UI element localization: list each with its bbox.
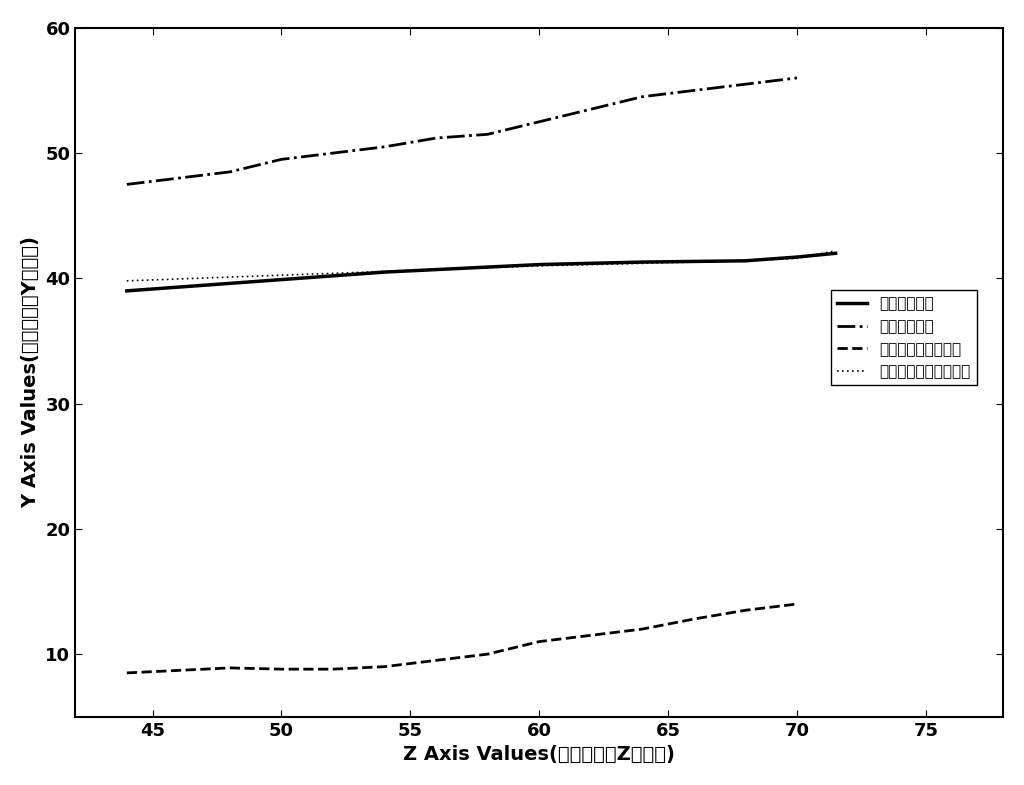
子午弧矢聚焦位置差	[327, 664, 339, 674]
弧矢聚焦位置	[481, 130, 494, 139]
子午聚焦位置	[379, 268, 391, 277]
子午聚焦位置拟合曲线	[379, 267, 391, 276]
子午聚焦位置拟合曲线	[636, 258, 648, 268]
Line: 子午聚焦位置: 子午聚焦位置	[127, 254, 836, 291]
子午聚焦位置	[224, 279, 237, 288]
子午聚焦位置拟合曲线	[739, 256, 752, 265]
子午弧矢聚焦位置差	[481, 649, 494, 659]
子午聚焦位置	[829, 249, 842, 258]
子午聚焦位置拟合曲线	[121, 276, 133, 286]
子午弧矢聚焦位置差	[172, 666, 184, 675]
子午聚焦位置	[481, 262, 494, 272]
子午聚焦位置拟合曲线	[172, 274, 184, 283]
子午弧矢聚焦位置差	[791, 599, 803, 608]
弧矢聚焦位置	[688, 86, 700, 95]
Line: 弧矢聚焦位置: 弧矢聚焦位置	[127, 78, 797, 184]
弧矢聚焦位置	[379, 142, 391, 152]
子午弧矢聚焦位置差	[534, 637, 546, 646]
Line: 子午聚焦位置拟合曲线: 子午聚焦位置拟合曲线	[127, 250, 836, 281]
子午弧矢聚焦位置差	[121, 668, 133, 677]
Legend: 子午聚焦位置, 弧矢聚焦位置, 子午弧矢聚焦位置差, 子午聚焦位置拟合曲线: 子午聚焦位置, 弧矢聚焦位置, 子午弧矢聚焦位置差, 子午聚焦位置拟合曲线	[830, 290, 977, 385]
子午聚焦位置	[585, 258, 597, 268]
子午聚焦位置	[791, 252, 803, 261]
子午弧矢聚焦位置差	[275, 664, 288, 674]
子午聚焦位置拟合曲线	[481, 263, 494, 272]
弧矢聚焦位置	[534, 117, 546, 126]
子午聚焦位置拟合曲线	[688, 257, 700, 267]
子午聚焦位置拟合曲线	[791, 254, 803, 263]
弧矢聚焦位置	[275, 155, 288, 164]
子午聚焦位置	[275, 275, 288, 284]
弧矢聚焦位置	[172, 173, 184, 183]
子午弧矢聚焦位置差	[636, 624, 648, 633]
子午聚焦位置拟合曲线	[585, 260, 597, 269]
子午聚焦位置拟合曲线	[430, 265, 442, 274]
X-axis label: Z Axis Values(聚焦位置的Z坐标値): Z Axis Values(聚焦位置的Z坐标値)	[403, 745, 675, 764]
子午聚焦位置拟合曲线	[534, 261, 546, 271]
子午聚焦位置拟合曲线	[275, 271, 288, 280]
子午弧矢聚焦位置差	[688, 615, 700, 624]
Y-axis label: Y Axis Values(聚焦位置的Y坐标値): Y Axis Values(聚焦位置的Y坐标値)	[20, 236, 40, 508]
子午聚焦位置	[430, 265, 442, 274]
子午聚焦位置	[636, 257, 648, 267]
子午聚焦位置	[327, 271, 339, 280]
子午聚焦位置拟合曲线	[829, 246, 842, 255]
弧矢聚焦位置	[430, 133, 442, 143]
子午聚焦位置	[534, 260, 546, 269]
子午聚焦位置	[739, 256, 752, 265]
Line: 子午弧矢聚焦位置差: 子午弧矢聚焦位置差	[127, 604, 797, 673]
弧矢聚焦位置	[585, 104, 597, 114]
子午聚焦位置拟合曲线	[327, 268, 339, 278]
子午聚焦位置	[121, 287, 133, 296]
弧矢聚焦位置	[121, 180, 133, 189]
子午弧矢聚焦位置差	[739, 605, 752, 615]
弧矢聚焦位置	[791, 73, 803, 82]
子午弧矢聚焦位置差	[224, 663, 237, 673]
子午弧矢聚焦位置差	[430, 655, 442, 665]
子午聚焦位置	[688, 257, 700, 266]
弧矢聚焦位置	[636, 92, 648, 101]
弧矢聚焦位置	[739, 79, 752, 89]
子午聚焦位置	[172, 283, 184, 292]
子午弧矢聚焦位置差	[585, 630, 597, 640]
弧矢聚焦位置	[224, 167, 237, 177]
子午聚焦位置拟合曲线	[224, 272, 237, 282]
子午弧矢聚焦位置差	[379, 662, 391, 671]
弧矢聚焦位置	[327, 148, 339, 158]
